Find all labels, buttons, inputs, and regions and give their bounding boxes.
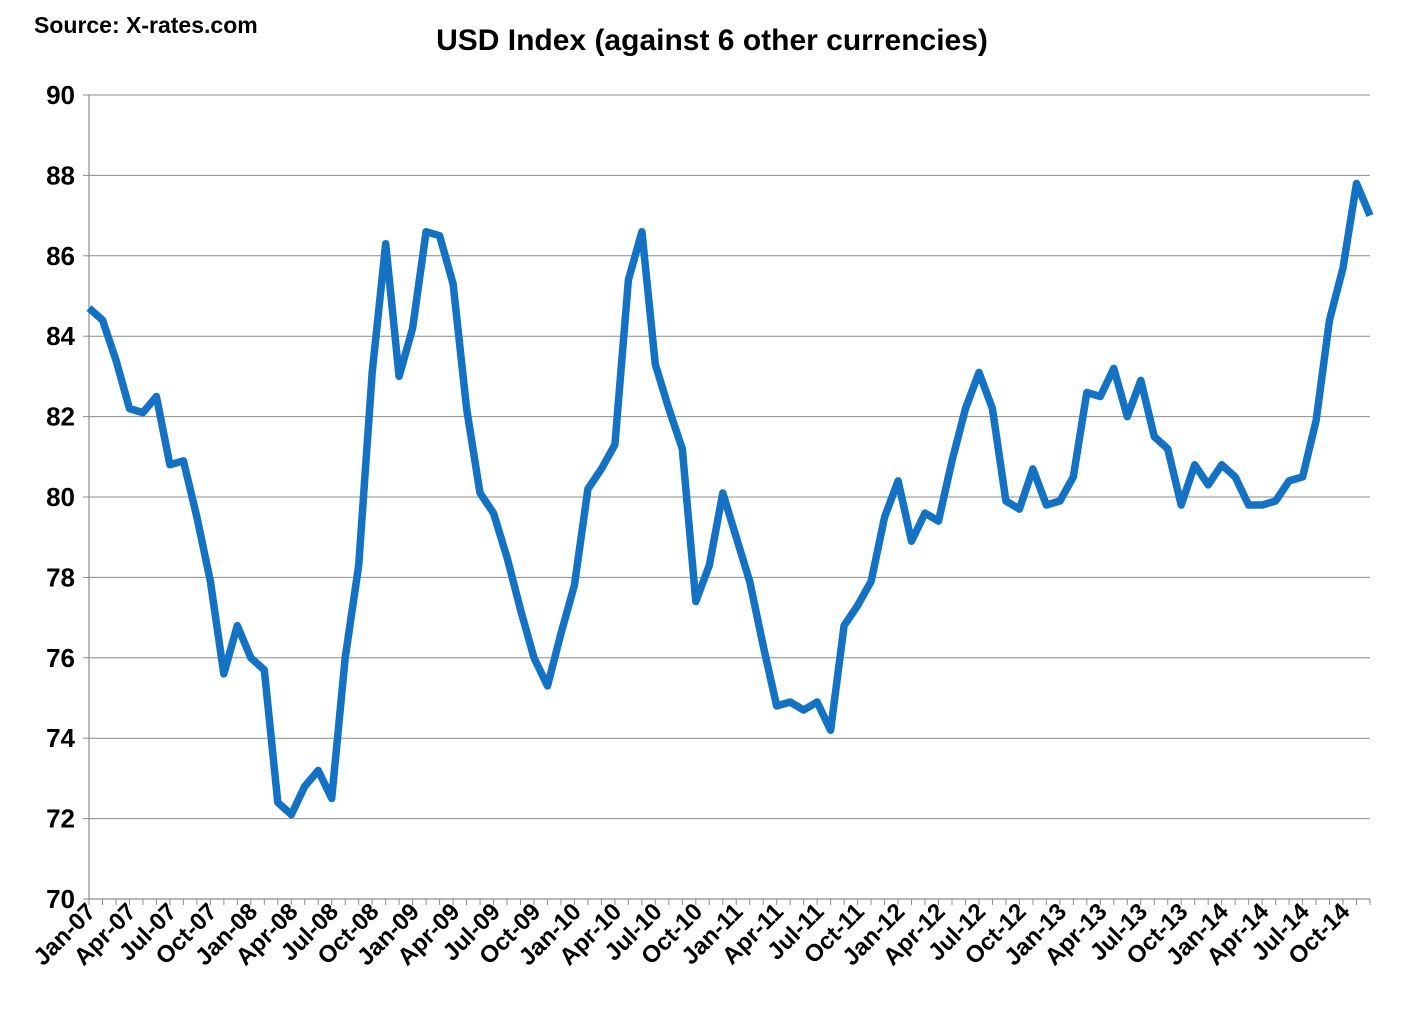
y-tick-label: 76 (46, 643, 75, 673)
y-tick-label: 74 (46, 723, 75, 753)
y-tick-label: 84 (46, 321, 75, 351)
gridlines (89, 94, 1370, 820)
y-tick-label: 90 (46, 80, 75, 110)
series-layer (86, 179, 1374, 819)
y-tick-labels: 70 72 74 76 78 80 82 84 86 88 90 (46, 80, 75, 914)
y-tick-label: 78 (46, 562, 75, 592)
source-note: Source: X-rates.com (34, 12, 258, 38)
axes (83, 94, 1371, 905)
y-tick-label: 70 (46, 884, 75, 914)
y-tick-label: 82 (46, 402, 75, 432)
x-tick-labels: Jan-07Apr-07Jul-07Oct-07Jan-08Apr-08Jul-… (28, 898, 1355, 971)
y-tick-label: 72 (46, 804, 75, 834)
chart-title: USD Index (against 6 other currencies) (436, 24, 988, 57)
y-tick-label: 88 (46, 160, 75, 190)
series-line (86, 179, 1374, 819)
y-tick-label: 80 (46, 482, 75, 512)
y-tick-label: 86 (46, 241, 75, 271)
